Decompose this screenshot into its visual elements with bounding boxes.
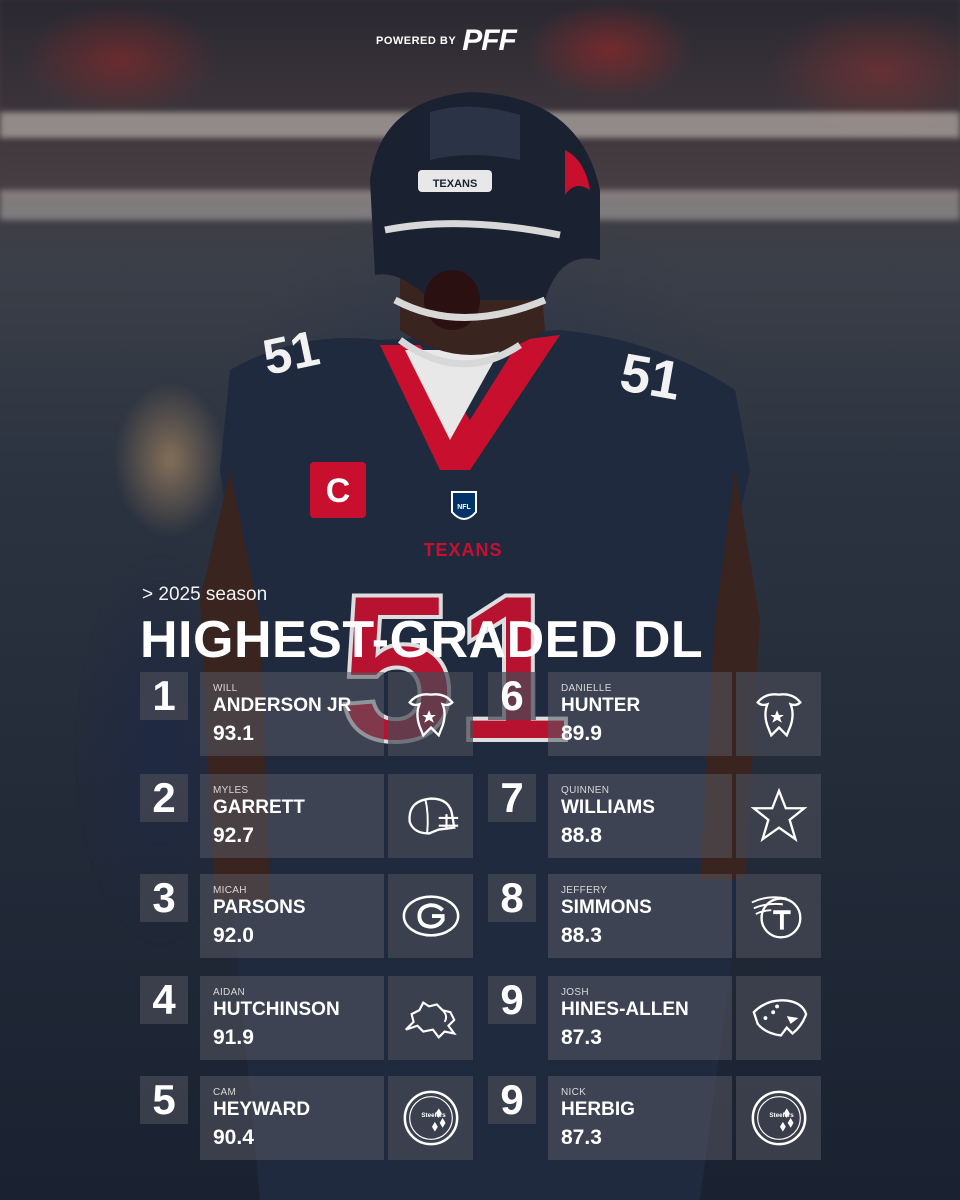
player-first-name: CAM <box>213 1087 237 1098</box>
ranking-entry: 7 QUINNEN WILLIAMS 88.8 <box>488 774 821 858</box>
player-info: QUINNEN WILLIAMS 88.8 <box>548 774 732 858</box>
ranking-entry: 2 MYLES GARRETT 92.7 <box>140 774 473 858</box>
player-last-name: HUNTER <box>561 695 641 716</box>
rank-number: 7 <box>488 774 536 822</box>
player-grade: 88.3 <box>561 924 602 947</box>
rank-number: 5 <box>140 1076 188 1124</box>
player-info: MYLES GARRETT 92.7 <box>200 774 384 858</box>
player-first-name: QUINNEN <box>561 785 610 796</box>
player-info: WILL ANDERSON JR 93.1 <box>200 672 384 756</box>
pff-wordmark: PFF <box>462 24 517 57</box>
ranking-entry: 8 JEFFERY SIMMONS 88.3 <box>488 874 821 958</box>
cowboys-star-icon <box>749 787 808 843</box>
rank-number: 9 <box>488 1076 536 1124</box>
player-last-name: HUTCHINSON <box>213 999 340 1020</box>
powered-by-label: POWERED BY <box>376 35 457 47</box>
player-grade: 87.3 <box>561 1026 602 1049</box>
player-grade: 92.7 <box>213 824 254 847</box>
ranking-entry: 3 MICAH PARSONS 92.0 <box>140 874 473 958</box>
ranking-entry: 9 JOSH HINES-ALLEN 87.3 <box>488 976 821 1060</box>
browns-helmet-icon <box>407 797 458 835</box>
player-last-name: ANDERSON JR <box>213 695 352 716</box>
player-info: MICAH PARSONS 92.0 <box>200 874 384 958</box>
rank-number: 8 <box>488 874 536 922</box>
ranking-entry: 1 WILL ANDERSON JR 93.1 <box>140 672 473 756</box>
captain-patch <box>310 462 366 518</box>
nfl-shield-icon <box>451 491 477 520</box>
ranking-entry: 4 AIDAN HUTCHINSON 91.9 <box>140 976 473 1060</box>
jersey-wordmark: TEXANS <box>423 540 502 560</box>
rank-number: 1 <box>140 672 188 720</box>
shoulder-number-left: 51 <box>258 320 324 386</box>
page-title: HIGHEST-GRADED DL <box>140 611 704 669</box>
player-last-name: PARSONS <box>213 897 306 918</box>
team-logo <box>736 976 821 1060</box>
player-info: JEFFERY SIMMONS 88.3 <box>548 874 732 958</box>
player-info: DANIELLE HUNTER 89.9 <box>548 672 732 756</box>
rank-number: 9 <box>488 976 536 1024</box>
player-grade: 91.9 <box>213 1026 254 1049</box>
player-last-name: HINES-ALLEN <box>561 999 689 1020</box>
player-grade: 88.8 <box>561 824 602 847</box>
player-grade: 89.9 <box>561 722 602 745</box>
svg-text:C: C <box>326 472 351 510</box>
rank-number: 6 <box>488 672 536 720</box>
texans-logo-icon <box>755 693 802 738</box>
titans-logo-icon <box>750 896 801 939</box>
team-logo: Steelers <box>388 1076 473 1160</box>
ranking-entry: 6 DANIELLE HUNTER 89.9 <box>488 672 821 756</box>
player-first-name: NICK <box>561 1087 587 1098</box>
player-first-name: AIDAN <box>213 987 246 998</box>
player-info: JOSH HINES-ALLEN 87.3 <box>548 976 732 1060</box>
svg-text:Steelers: Steelers <box>421 1112 446 1119</box>
player-last-name: WILLIAMS <box>561 797 655 818</box>
team-logo <box>388 774 473 858</box>
lions-logo-icon <box>404 1000 457 1039</box>
pff-logo: POWERED BY PFF <box>376 24 517 57</box>
rank-number: 3 <box>140 874 188 922</box>
player-info: CAM HEYWARD 90.4 <box>200 1076 384 1160</box>
svg-text:NFL: NFL <box>457 504 471 511</box>
helmet-wordmark: TEXANS <box>433 178 478 190</box>
player-last-name: HERBIG <box>561 1099 635 1120</box>
season-subtitle: > 2025 season <box>142 584 268 605</box>
player-grade: 92.0 <box>213 924 254 947</box>
team-logo <box>388 874 473 958</box>
player-info: AIDAN HUTCHINSON 91.9 <box>200 976 384 1060</box>
player-first-name: JEFFERY <box>561 885 608 896</box>
team-logo <box>388 976 473 1060</box>
team-logo <box>736 774 821 858</box>
player-first-name: DANIELLE <box>561 683 612 694</box>
team-logo <box>736 874 821 958</box>
player-first-name: MICAH <box>213 885 247 896</box>
ranking-entry: 9 NICK HERBIG 87.3 Steelers <box>488 1076 821 1160</box>
team-logo: Steelers <box>736 1076 821 1160</box>
packers-logo-icon <box>402 895 459 937</box>
player-info: NICK HERBIG 87.3 <box>548 1076 732 1160</box>
svg-text:Steelers: Steelers <box>769 1112 794 1119</box>
steelers-logo-icon: Steelers <box>403 1090 458 1146</box>
player-grade: 90.4 <box>213 1126 254 1149</box>
player-first-name: WILL <box>213 683 238 694</box>
texans-logo-icon <box>407 693 454 738</box>
shoulder-number-right: 51 <box>616 342 686 412</box>
player-first-name: JOSH <box>561 987 589 998</box>
rank-number: 4 <box>140 976 188 1024</box>
player-last-name: SIMMONS <box>561 897 652 918</box>
ranking-entry: 5 CAM HEYWARD 90.4 Steelers <box>140 1076 473 1160</box>
player-grade: 87.3 <box>561 1126 602 1149</box>
team-logo <box>736 672 821 756</box>
player-first-name: MYLES <box>213 785 249 796</box>
player-grade: 93.1 <box>213 722 254 745</box>
team-logo <box>388 672 473 756</box>
player-last-name: GARRETT <box>213 797 305 818</box>
player-last-name: HEYWARD <box>213 1099 311 1120</box>
steelers-logo-icon: Steelers <box>751 1090 806 1146</box>
rank-number: 2 <box>140 774 188 822</box>
jaguars-logo-icon <box>751 999 807 1037</box>
